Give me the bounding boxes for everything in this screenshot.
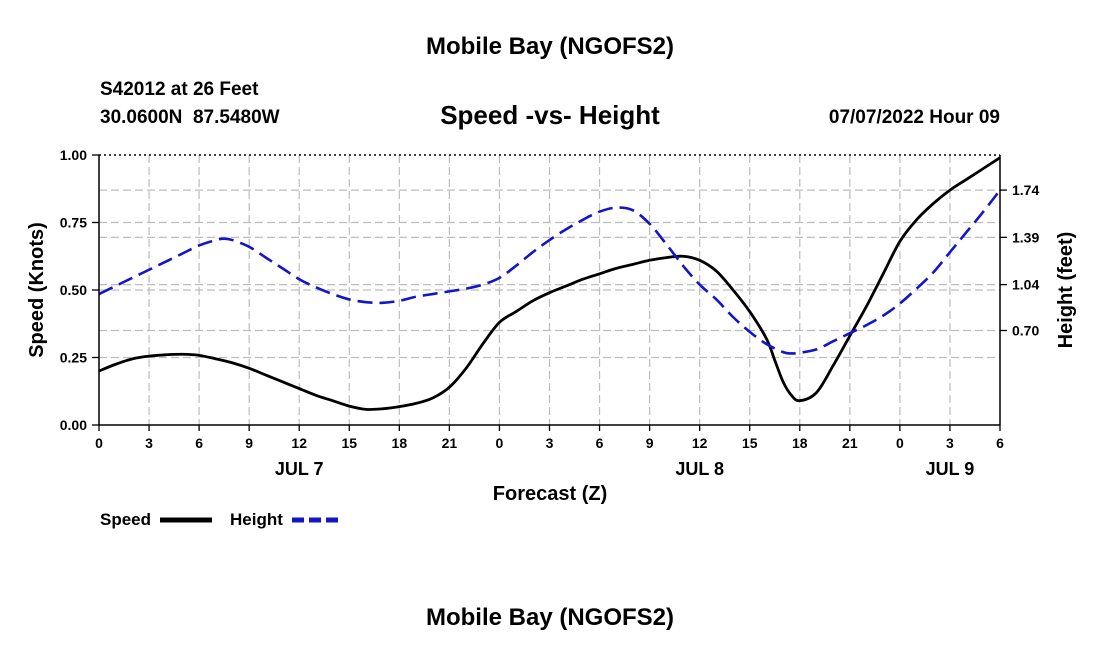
x-tick-label: 0 [896, 435, 904, 451]
date-label: JUL 8 [675, 459, 724, 479]
y-axis-right-label: Height (feet) [1055, 232, 1077, 349]
x-tick-label: 0 [95, 435, 103, 451]
x-tick-label: 12 [291, 435, 307, 451]
date-label: JUL 7 [275, 459, 324, 479]
x-tick-label: 3 [946, 435, 954, 451]
station-coordinates: 30.0600N 87.5480W [100, 107, 280, 128]
series-height-line [98, 189, 1002, 355]
x-tick-label: 15 [742, 435, 758, 451]
page-title-top: Mobile Bay (NGOFS2) [426, 33, 674, 60]
chart-title: Speed -vs- Height [440, 100, 660, 130]
x-tick-label: 6 [596, 435, 604, 451]
station-name: S42012 at 26 Feet [100, 79, 259, 100]
y-right-tick-label: 1.04 [1012, 277, 1039, 293]
x-tick-label: 9 [646, 435, 654, 451]
issued-datetime: 07/07/2022 Hour 09 [829, 107, 1000, 128]
y-left-tick-label: 0.25 [60, 350, 87, 366]
y-left-tick-label: 0.75 [60, 215, 87, 231]
x-tick-label: 18 [392, 435, 408, 451]
axis-ticks: 0 3 6 9 12 15 18 21 0 3 6 9 12 15 18 21 0 3 6 JUL 7 JUL 8 JUL… [60, 147, 1040, 479]
series-layer [98, 156, 1002, 411]
y-right-tick-label: 1.74 [1012, 182, 1039, 198]
x-axis-label: Forecast (Z) [493, 483, 607, 505]
x-tick-label: 18 [792, 435, 808, 451]
x-tick-label: 21 [842, 435, 858, 451]
x-tick-label: 12 [692, 435, 708, 451]
y-right-tick-label: 0.70 [1012, 323, 1039, 339]
x-tick-label: 6 [195, 435, 203, 451]
x-tick-label: 6 [996, 435, 1004, 451]
y-axis-left-label: Speed (Knots) [26, 222, 48, 358]
y-left-tick-label: 1.00 [60, 147, 87, 163]
date-label: JUL 9 [926, 459, 975, 479]
x-tick-label: 3 [145, 435, 153, 451]
page-title-bottom: Mobile Bay (NGOFS2) [426, 604, 674, 631]
y-right-tick-label: 1.39 [1012, 229, 1039, 245]
y-left-tick-label: 0.50 [60, 282, 87, 298]
x-tick-label: 15 [341, 435, 357, 451]
legend-speed-label: Speed [100, 510, 151, 529]
series-speed-line [98, 156, 1001, 411]
x-tick-label: 9 [245, 435, 253, 451]
x-tick-label: 3 [546, 435, 554, 451]
x-tick-label: 21 [442, 435, 458, 451]
x-tick-label: 0 [496, 435, 504, 451]
y-left-tick-label: 0.00 [60, 417, 87, 433]
legend: Speed Height [100, 510, 342, 529]
legend-height-label: Height [230, 510, 283, 529]
grid [99, 155, 1000, 425]
